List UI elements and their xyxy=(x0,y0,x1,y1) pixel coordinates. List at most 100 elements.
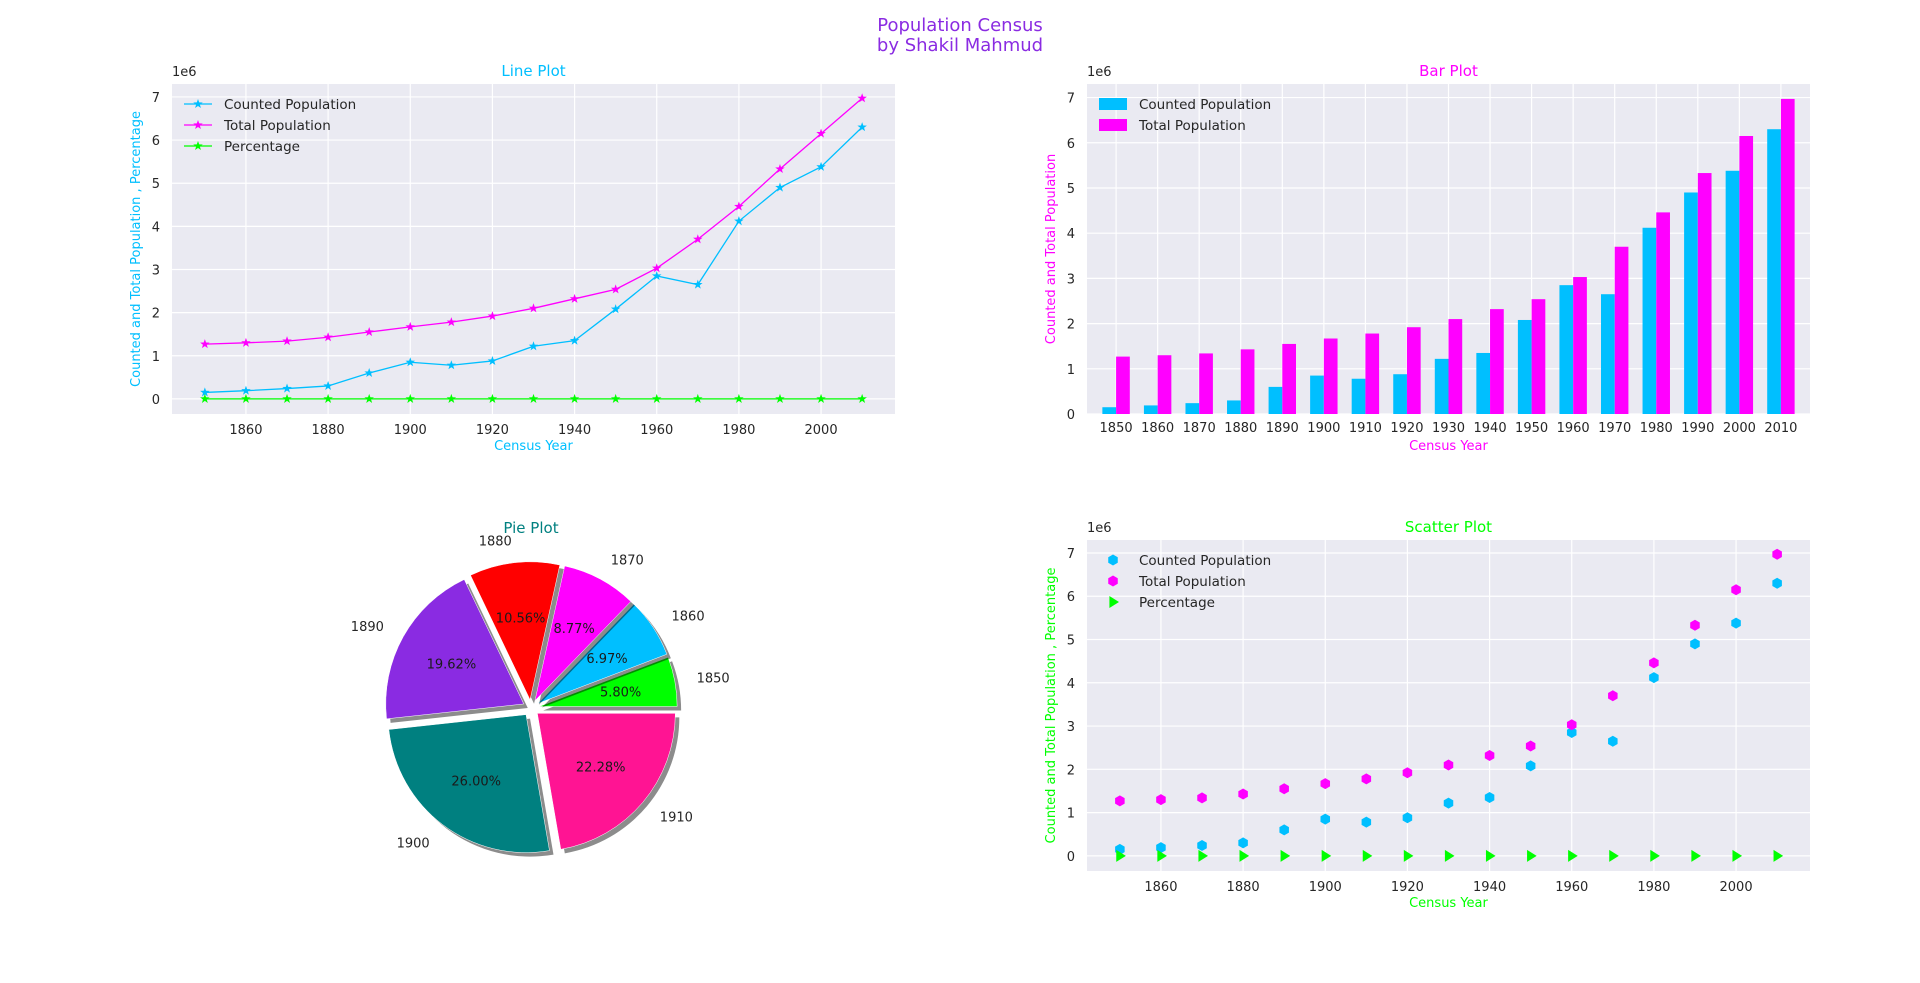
data-point xyxy=(1280,849,1291,862)
data-point xyxy=(651,393,662,403)
x-tick-label: 1860 xyxy=(1144,880,1177,895)
slice-percent-label: 10.56% xyxy=(496,612,546,627)
y-tick-label: 0 xyxy=(152,393,160,408)
data-point xyxy=(405,393,416,403)
data-point xyxy=(241,385,251,395)
data-point xyxy=(405,357,416,367)
legend-label: Counted Population xyxy=(1139,553,1271,569)
x-tick-label: 2010 xyxy=(1764,421,1797,436)
data-point xyxy=(282,393,292,403)
pie-slice xyxy=(534,565,632,702)
data-point xyxy=(200,393,210,403)
y-tick-label: 1 xyxy=(152,350,160,365)
data-point xyxy=(693,279,703,289)
y-tick-label: 2 xyxy=(1067,763,1075,778)
data-point xyxy=(1402,767,1413,779)
x-tick-label: 1960 xyxy=(640,423,673,438)
y-tick-label: 5 xyxy=(1067,182,1075,197)
data-point xyxy=(1566,719,1577,731)
data-point xyxy=(1279,783,1289,795)
bar xyxy=(1323,338,1338,414)
data-point xyxy=(446,317,457,327)
data-point xyxy=(364,368,374,378)
data-point xyxy=(323,332,333,342)
x-tick-label: 1920 xyxy=(476,423,509,438)
legend-swatch xyxy=(1099,98,1127,110)
legend-label: Total Population xyxy=(223,118,331,134)
data-point xyxy=(446,360,457,370)
slice-label: 1860 xyxy=(672,609,705,624)
data-point xyxy=(1320,778,1331,790)
data-point xyxy=(282,336,292,346)
data-point xyxy=(734,201,744,211)
data-point xyxy=(569,335,580,345)
slice-label: 1910 xyxy=(660,811,693,826)
y-offset-text: 1e6 xyxy=(172,65,197,80)
bar xyxy=(1185,403,1200,414)
data-point xyxy=(1566,727,1577,739)
x-tick-label: 1950 xyxy=(1515,421,1548,436)
bar xyxy=(1684,192,1698,414)
bar xyxy=(1559,285,1574,414)
data-point xyxy=(610,284,621,294)
data-point xyxy=(1608,690,1618,702)
data-point xyxy=(241,393,251,403)
x-tick-label: 1880 xyxy=(1224,421,1257,436)
data-point xyxy=(528,303,539,313)
figure-title-line2: by Shakil Mahmud xyxy=(876,35,1044,56)
legend-label: Counted Population xyxy=(1139,97,1271,113)
line-plot: 1860 1880 1900 1920 1940 1960 1980 2000 0 1 2 3 4 5 6 7… xyxy=(129,62,895,454)
bar xyxy=(1310,375,1324,414)
data-point xyxy=(693,234,703,244)
bar xyxy=(1697,173,1712,414)
data-point xyxy=(241,337,251,347)
data-point xyxy=(775,182,785,192)
bar xyxy=(1476,352,1491,414)
slice-label: 1850 xyxy=(697,672,730,687)
slice-label: 1900 xyxy=(397,836,430,851)
y-tick-label: 7 xyxy=(152,91,160,106)
plot-area xyxy=(1087,540,1810,871)
y-tick-label: 2 xyxy=(1067,318,1075,333)
slice-percent-label: 19.62% xyxy=(427,658,477,673)
data-point xyxy=(1527,849,1537,862)
bar xyxy=(1351,378,1366,414)
data-point xyxy=(1773,849,1784,862)
pie-slice xyxy=(537,603,668,704)
pie-slice xyxy=(388,714,550,853)
x-tick-label: 1970 xyxy=(1598,421,1631,436)
y-axis-label: Counted and Total Population , Percentag… xyxy=(1044,568,1059,844)
data-point xyxy=(1403,849,1414,862)
data-point xyxy=(816,393,826,403)
x-tick-label: 1960 xyxy=(1557,421,1590,436)
x-axis-label: Census Year xyxy=(1409,439,1488,454)
data-point xyxy=(528,341,539,351)
slice-label: 1880 xyxy=(479,535,512,550)
y-tick-label: 1 xyxy=(1067,363,1075,378)
data-point xyxy=(857,122,867,132)
x-tick-label: 1850 xyxy=(1100,421,1133,436)
x-tick-label: 1900 xyxy=(1309,880,1342,895)
y-axis-label: Counted and Total Population xyxy=(1044,154,1059,344)
data-point xyxy=(610,393,621,403)
slice-percent-label: 22.28% xyxy=(576,761,626,776)
data-point xyxy=(651,270,662,281)
bar xyxy=(1116,356,1130,414)
data-point xyxy=(1525,760,1536,772)
data-point xyxy=(569,293,580,303)
pie-slice xyxy=(470,561,561,701)
x-tick-label: 1880 xyxy=(312,423,345,438)
bar xyxy=(1780,98,1795,415)
data-point xyxy=(816,161,826,171)
data-point xyxy=(1115,795,1125,807)
y-tick-label: 0 xyxy=(1067,850,1075,865)
data-point xyxy=(200,339,210,349)
bar xyxy=(1517,319,1532,414)
data-point xyxy=(651,263,662,273)
data-point xyxy=(200,387,210,397)
x-tick-label: 1960 xyxy=(1555,880,1588,895)
data-point xyxy=(487,393,498,403)
pie-plot: Pie Plot 5.80% 1850 6.97% 1860 8.77% 1870 10.56… xyxy=(351,519,730,857)
y-offset-text: 1e6 xyxy=(1087,521,1112,536)
